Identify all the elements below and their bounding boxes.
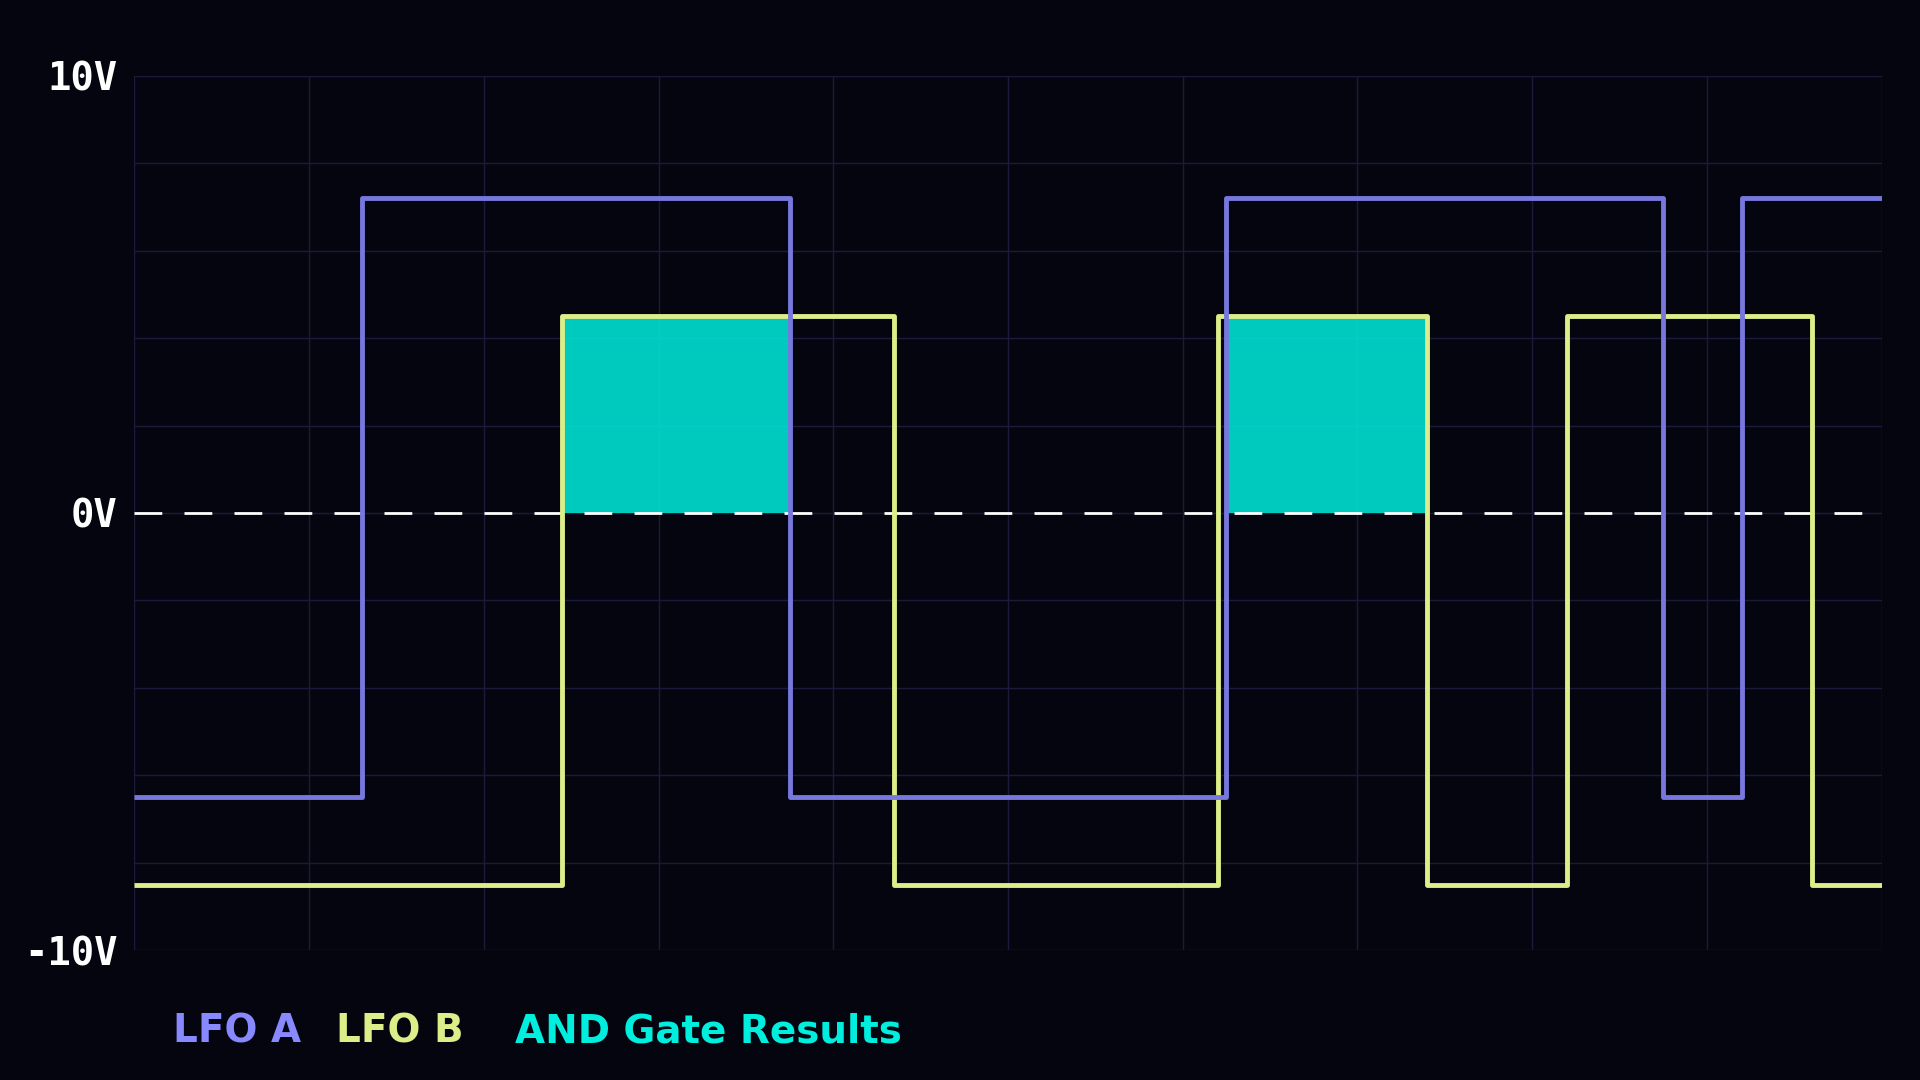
Text: AND Gate Results: AND Gate Results: [515, 1012, 900, 1051]
Text: LFO A: LFO A: [173, 1012, 301, 1051]
Text: LFO B: LFO B: [336, 1012, 463, 1051]
